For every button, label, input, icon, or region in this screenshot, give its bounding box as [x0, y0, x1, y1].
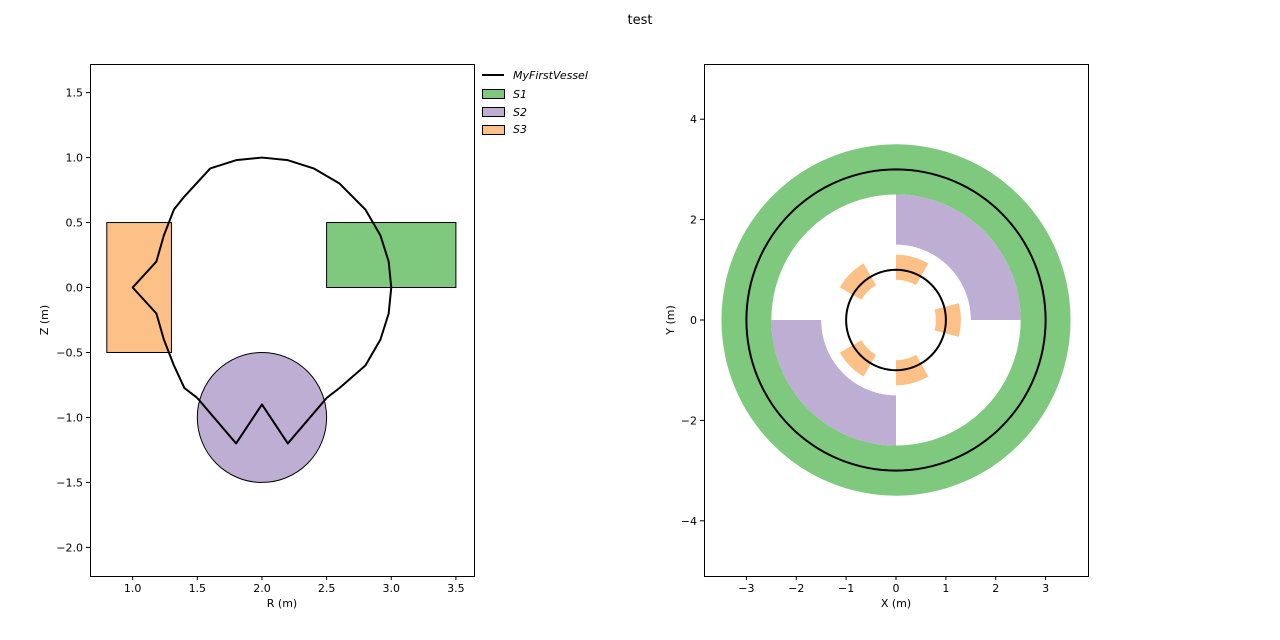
x-tick-label: −1 — [838, 582, 854, 595]
y-tick-label: −2.0 — [56, 541, 83, 554]
poloidal-axes-frame — [90, 64, 475, 577]
x-tick-label: 3 — [1042, 582, 1049, 595]
structure-s1-rectangle — [326, 222, 457, 289]
toroidal-axes: −3 −2 −1 0 1 2 3 4 2 0 −2 −4 X (m) Y (m) — [664, 64, 1089, 610]
legend: MyFirstVessel S1 S2 S3 — [482, 69, 588, 136]
structure-s3-annular-sector — [896, 354, 929, 386]
x-tick-label: 1.5 — [189, 582, 207, 595]
legend-label-s1: S1 — [513, 88, 527, 101]
x-tick-label: 2 — [992, 582, 999, 595]
structure-s2-annular-sector — [896, 194, 1021, 320]
y-tick-label: −1.0 — [56, 411, 83, 424]
figure-title: test — [628, 13, 653, 28]
y-tick-label: 4 — [690, 113, 697, 126]
x-tick-label: 2.5 — [318, 582, 336, 595]
x-tick-label: −2 — [788, 582, 804, 595]
x-tick-label: 2.0 — [253, 582, 271, 595]
vessel-circle — [745, 168, 1047, 472]
poloidal-y-label: Z (m) — [38, 305, 51, 335]
structure-s2-circle — [196, 351, 328, 483]
vessel-outline — [131, 156, 393, 445]
y-tick-label: −4 — [681, 515, 697, 528]
y-tick-label: 2 — [690, 214, 697, 227]
structure-s3-annular-sector — [934, 303, 961, 337]
y-tick-label: 0.5 — [66, 217, 84, 230]
toroidal-vessel — [745, 168, 1047, 472]
y-tick-label: 1.0 — [66, 152, 84, 165]
x-tick-label: 3.5 — [447, 582, 465, 595]
toroidal-x-ticks: −3 −2 −1 0 1 2 3 — [738, 576, 1049, 595]
y-tick-label: −0.5 — [56, 346, 83, 359]
y-tick-label: 0.0 — [66, 282, 84, 295]
toroidal-structures — [721, 144, 1071, 496]
poloidal-x-ticks: 1.0 1.5 2.0 2.5 3.0 3.5 — [124, 576, 465, 595]
structure-s2-annular-sector — [771, 320, 896, 446]
poloidal-structures — [106, 222, 457, 483]
x-tick-label: −3 — [738, 582, 754, 595]
x-tick-label: 0 — [893, 582, 900, 595]
structure-s3-annular-sector — [839, 263, 877, 300]
legend-swatch-s2 — [482, 107, 505, 117]
poloidal-axes: 1.0 1.5 2.0 2.5 3.0 3.5 1.5 1.0 0.5 0.0 −0.5 −1.0 −… — [38, 64, 475, 610]
toroidal-y-ticks: 4 2 0 −2 −4 — [681, 113, 704, 528]
y-tick-label: 1.5 — [66, 87, 84, 100]
structure-s3-annular-sector — [839, 340, 877, 377]
x-tick-label: 1 — [942, 582, 949, 595]
legend-label-s3: S3 — [513, 123, 527, 136]
toroidal-x-label: X (m) — [881, 597, 911, 610]
poloidal-vessel — [131, 156, 393, 445]
legend-label-s2: S2 — [513, 106, 527, 119]
vessel-circle — [845, 268, 947, 372]
poloidal-x-label: R (m) — [267, 597, 297, 610]
y-tick-label: 0 — [690, 314, 697, 327]
legend-swatch-s1 — [482, 89, 505, 99]
x-tick-label: 3.0 — [383, 582, 401, 595]
structure-s3-annular-sector — [896, 254, 929, 286]
y-tick-label: −2 — [681, 414, 697, 427]
legend-swatch-s3 — [482, 125, 505, 135]
y-tick-label: −1.5 — [56, 476, 83, 489]
toroidal-y-label: Y (m) — [664, 305, 677, 336]
poloidal-y-ticks: 1.5 1.0 0.5 0.0 −0.5 −1.0 −1.5 −2.0 — [56, 87, 90, 554]
x-tick-label: 1.0 — [124, 582, 142, 595]
legend-label-myfirstvessel: MyFirstVessel — [513, 69, 588, 82]
